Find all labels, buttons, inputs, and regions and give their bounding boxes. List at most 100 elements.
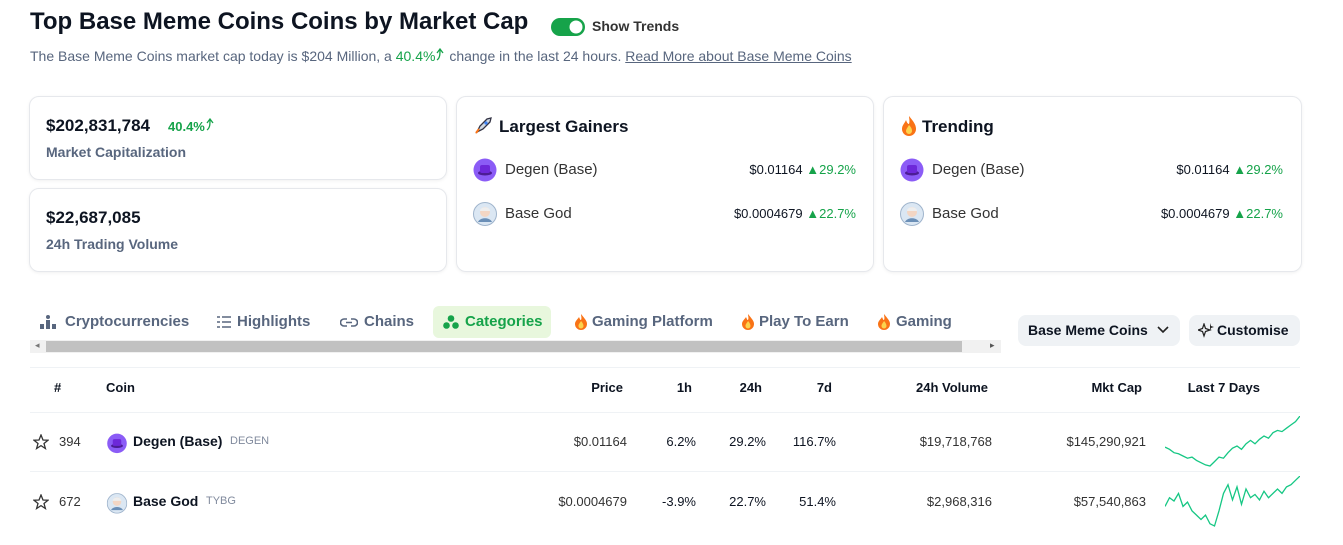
rocket-icon	[475, 117, 492, 134]
customise-label: Customise	[1217, 322, 1289, 338]
divider	[30, 412, 1300, 413]
triangle: ▲	[1233, 162, 1247, 177]
fire-icon	[902, 116, 916, 136]
cell-h1: 6.2%	[666, 434, 696, 449]
stat-label: 24h Trading Volume	[46, 236, 178, 252]
subtitle: The Base Meme Coins market cap today is …	[30, 47, 852, 64]
tab[interactable]: Gaming Platform	[592, 313, 713, 330]
coin-icon	[473, 158, 497, 187]
sparkline	[1164, 415, 1301, 473]
coin-price-change: $0.01164 ▲29.2%	[749, 162, 856, 177]
sparkline-line	[1164, 475, 1301, 527]
tab-icon	[339, 315, 359, 334]
change: 22.7%	[819, 206, 856, 221]
cell-mkt-cap: $57,540,863	[1073, 494, 1146, 509]
price: $0.0004679	[1160, 206, 1230, 221]
coin-name[interactable]: Degen (Base)	[133, 433, 223, 449]
cell-price: $0.01164	[573, 434, 627, 449]
stat-card	[29, 96, 447, 180]
triangle: ▲	[1233, 206, 1247, 221]
stat-label: Market Capitalization	[46, 144, 187, 160]
cell-d7: 51.4%	[799, 494, 836, 509]
tab[interactable]: Chains	[364, 313, 415, 330]
toggle-label: Show Trends	[592, 18, 680, 34]
card-title: Largest Gainers	[499, 117, 629, 136]
price: $0.01164	[749, 162, 803, 177]
tab[interactable]: Highlights	[237, 313, 311, 330]
card-title: Trending	[922, 117, 994, 136]
scroll-left[interactable]: ◂	[35, 340, 40, 350]
read-more-link[interactable]: Read More about Base Meme Coins	[625, 48, 852, 64]
trending-card	[883, 96, 1302, 272]
divider	[30, 471, 1300, 472]
chevron	[1157, 326, 1169, 334]
subtitle-text: The Base Meme Coins market cap today is …	[30, 48, 392, 64]
change: 29.2%	[819, 162, 856, 177]
up-arrow	[436, 47, 444, 61]
column-header: Mkt Cap	[1091, 380, 1142, 395]
column-header: 24h	[739, 380, 762, 395]
page-title: Top Base Meme Coins Coins by Market Cap	[30, 8, 529, 35]
sparkline	[1164, 475, 1301, 533]
rank: 672	[59, 494, 81, 509]
coin-name: Degen (Base)	[932, 161, 1025, 178]
coin-symbol: DEGEN	[230, 435, 270, 447]
tab[interactable]: Categories	[465, 313, 543, 330]
scrollbar-thumb[interactable]	[46, 341, 962, 352]
triangle: ▲	[806, 162, 820, 177]
tab[interactable]: Gaming (GameF	[896, 313, 952, 330]
tab[interactable]: Play To Earn	[759, 313, 849, 330]
stat-value: $202,831,784	[46, 116, 150, 135]
coin-symbol: TYBG	[206, 495, 236, 507]
toggle[interactable]	[551, 18, 585, 36]
price: $0.0004679	[733, 206, 803, 221]
coin-icon	[107, 433, 127, 458]
coin-price-change: $0.0004679 ▲22.7%	[1161, 206, 1283, 221]
triangle: ▲	[806, 206, 820, 221]
cell-volume: $2,968,316	[926, 494, 992, 509]
change: 22.7%	[1246, 206, 1283, 221]
star-icon[interactable]	[32, 433, 50, 455]
cell-h24: 29.2%	[729, 434, 766, 449]
coin-name: Base God	[932, 205, 999, 222]
fire-icon	[741, 313, 755, 336]
tab-highlight	[433, 306, 551, 338]
stat-value: $22,687,085	[46, 208, 141, 227]
fire-icon	[574, 313, 588, 336]
cell-mkt-cap: $145,290,921	[1066, 434, 1146, 449]
coin-price-change: $0.01164 ▲29.2%	[1176, 162, 1283, 177]
cell-price: $0.0004679	[558, 494, 627, 509]
cell-h24: 22.7%	[729, 494, 766, 509]
stat-change-text: 40.4%	[168, 119, 205, 134]
tab-icon	[216, 315, 232, 334]
scroll-right[interactable]: ▸	[990, 340, 995, 350]
cell-d7: 116.7%	[792, 434, 836, 449]
fire-icon	[877, 313, 891, 336]
rank: 394	[59, 434, 81, 449]
coin-name: Base God	[505, 205, 572, 222]
coin-price-change: $0.0004679 ▲22.7%	[734, 206, 856, 221]
column-header: Last 7 Days	[1187, 380, 1260, 395]
sparkline-line	[1164, 415, 1301, 467]
column-header: 24h Volume	[915, 380, 988, 395]
subtitle-change: 40.4%	[395, 48, 436, 64]
tab[interactable]: Cryptocurrencies	[65, 313, 190, 330]
stat-card	[29, 188, 447, 272]
column-header: #	[54, 380, 62, 395]
column-header: 7d	[816, 380, 832, 395]
price: $0.01164	[1176, 162, 1230, 177]
column-header: Coin	[106, 380, 135, 395]
coin-icon	[900, 202, 924, 231]
stat-change: 40.4%	[168, 117, 215, 134]
star-icon[interactable]	[32, 493, 50, 515]
tab-icon	[40, 315, 58, 334]
change: 29.2%	[1246, 162, 1283, 177]
column-header: 1h	[676, 380, 692, 395]
cell-h1: -3.9%	[662, 494, 696, 509]
column-header: Price	[591, 380, 623, 395]
up-arrow	[206, 117, 214, 131]
dropdown-label: Base Meme Coins	[1028, 322, 1148, 338]
coin-icon	[106, 493, 128, 518]
dropdown[interactable]	[1018, 315, 1180, 346]
coin-name[interactable]: Base God	[133, 493, 199, 509]
